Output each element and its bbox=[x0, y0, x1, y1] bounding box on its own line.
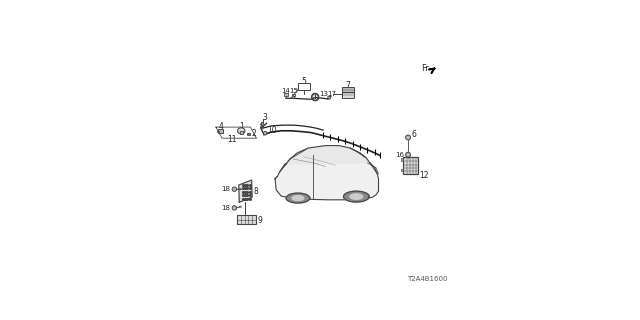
Polygon shape bbox=[286, 146, 370, 164]
Text: 11: 11 bbox=[227, 135, 237, 144]
Circle shape bbox=[264, 132, 267, 135]
Ellipse shape bbox=[237, 128, 245, 134]
Polygon shape bbox=[312, 93, 319, 100]
Text: 4: 4 bbox=[218, 122, 223, 131]
Bar bbox=[240, 131, 243, 134]
Bar bbox=[298, 83, 310, 90]
Text: 2: 2 bbox=[251, 129, 256, 138]
Circle shape bbox=[406, 135, 410, 140]
Text: 14: 14 bbox=[282, 88, 291, 94]
Text: Fr.: Fr. bbox=[420, 64, 430, 74]
Polygon shape bbox=[350, 194, 363, 199]
Bar bbox=[246, 132, 250, 135]
Bar bbox=[401, 158, 403, 161]
Bar bbox=[292, 93, 296, 96]
Bar bbox=[342, 92, 355, 98]
Polygon shape bbox=[286, 193, 310, 203]
Polygon shape bbox=[275, 156, 378, 200]
Text: 18: 18 bbox=[221, 186, 230, 192]
Circle shape bbox=[232, 206, 237, 210]
Text: 13: 13 bbox=[319, 91, 328, 97]
Bar bbox=[237, 215, 256, 224]
Text: 6: 6 bbox=[412, 130, 416, 139]
Bar bbox=[284, 93, 287, 96]
Polygon shape bbox=[344, 191, 369, 202]
Text: 3: 3 bbox=[262, 113, 267, 122]
Text: 7: 7 bbox=[346, 81, 350, 90]
Bar bbox=[403, 157, 419, 174]
Bar bbox=[218, 129, 223, 133]
Text: 10: 10 bbox=[268, 126, 277, 135]
Circle shape bbox=[406, 152, 410, 157]
Polygon shape bbox=[292, 196, 304, 201]
Text: 5: 5 bbox=[301, 77, 307, 86]
Bar bbox=[342, 87, 355, 92]
Text: 9: 9 bbox=[257, 216, 262, 225]
Text: 1: 1 bbox=[239, 122, 244, 131]
Polygon shape bbox=[350, 148, 366, 158]
Circle shape bbox=[328, 96, 331, 99]
Text: 18: 18 bbox=[221, 205, 230, 211]
Text: T2A4B1600: T2A4B1600 bbox=[407, 276, 447, 282]
Bar bbox=[401, 169, 403, 172]
Text: 12: 12 bbox=[419, 171, 429, 180]
Circle shape bbox=[232, 187, 237, 191]
Text: 8: 8 bbox=[253, 187, 259, 196]
Bar bbox=[217, 131, 219, 132]
Polygon shape bbox=[239, 180, 252, 202]
Text: 15: 15 bbox=[289, 88, 298, 94]
Polygon shape bbox=[290, 148, 308, 159]
Text: 16: 16 bbox=[395, 152, 404, 158]
Text: 17: 17 bbox=[328, 91, 337, 97]
